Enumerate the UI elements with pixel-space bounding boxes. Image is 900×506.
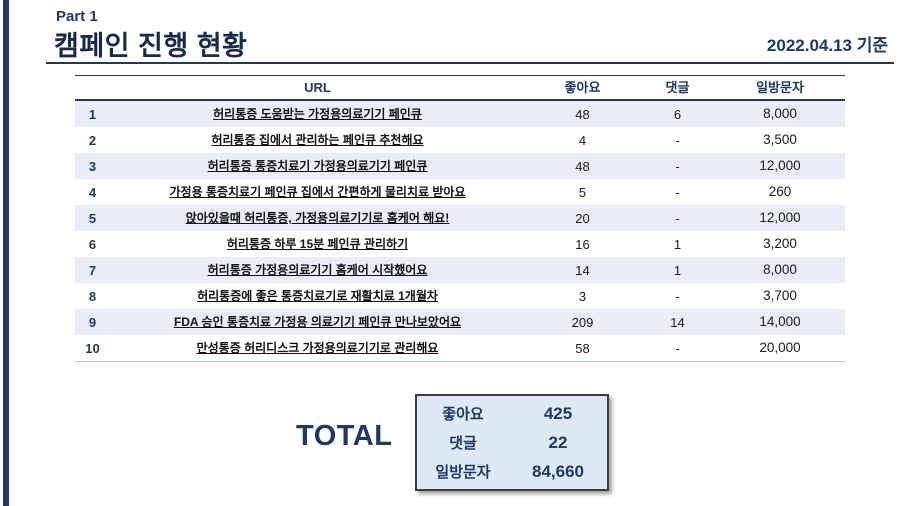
row-visitors: 12,000 bbox=[759, 210, 801, 226]
row-url-link: 허리통증 하루 15분 페인큐 관리하기 bbox=[110, 236, 525, 252]
row-likes: 209 bbox=[571, 314, 594, 330]
row-url-link: 허리통증 통증치료기 가정용의료기기 페인큐 bbox=[110, 158, 525, 174]
total-row-comments: 댓글 22 bbox=[417, 432, 607, 453]
row-likes: 3 bbox=[578, 288, 587, 304]
url-link[interactable]: 허리통증에 좋은 통증치료기로 재활치료 1개월차 bbox=[197, 289, 438, 303]
row-likes: 4 bbox=[578, 132, 587, 148]
row-visitors: 3,500 bbox=[763, 132, 797, 148]
row-number: 6 bbox=[88, 236, 97, 252]
row-visitors: 14,000 bbox=[759, 314, 801, 330]
row-number: 9 bbox=[88, 314, 97, 330]
row-url-link: 허리통증 도움받는 가정용의료기기 페인큐 bbox=[110, 106, 525, 122]
row-visitors: 12,000 bbox=[759, 158, 801, 174]
row-number: 2 bbox=[88, 132, 97, 148]
table-header-row: URL 좋아요 댓글 일방문자 bbox=[75, 75, 845, 101]
col-header-comments: 댓글 bbox=[665, 80, 690, 95]
url-link[interactable]: FDA 승인 통증치료 가정용 의료기기 페인큐 만나보았어요 bbox=[173, 315, 462, 329]
row-likes: 14 bbox=[575, 262, 590, 278]
row-url-link: 만성통증 허리디스크 가정용의료기기로 관리해요 bbox=[110, 340, 525, 356]
row-number: 3 bbox=[88, 158, 97, 174]
total-comments-value: 22 bbox=[548, 432, 568, 452]
table-row: 3 허리통증 통증치료기 가정용의료기기 페인큐 48 - 12,000 bbox=[75, 153, 845, 179]
url-link[interactable]: 허리통증 도움받는 가정용의료기기 페인큐 bbox=[213, 107, 422, 121]
url-link[interactable]: 만성통증 허리디스크 가정용의료기기로 관리해요 bbox=[196, 341, 439, 355]
table-row: 1 허리통증 도움받는 가정용의료기기 페인큐 48 6 8,000 bbox=[75, 101, 845, 127]
table-row: 10 만성통증 허리디스크 가정용의료기기로 관리해요 58 - 20,000 bbox=[75, 335, 845, 361]
col-header-visitors: 일방문자 bbox=[756, 80, 804, 95]
row-comments: 6 bbox=[673, 106, 682, 122]
table-row: 4 가정용 통증치료기 페인큐 집에서 간편하게 물리치료 받아요 5 - 26… bbox=[75, 179, 845, 205]
url-link[interactable]: 허리통증 집에서 관리하는 페인큐 추천해요 bbox=[211, 133, 424, 147]
url-link[interactable]: 허리통증 가정용의료기기 홈케어 시작했어요 bbox=[207, 263, 428, 277]
row-comments: - bbox=[675, 340, 680, 356]
row-url-link: 허리통증 집에서 관리하는 페인큐 추천해요 bbox=[110, 132, 525, 148]
row-url-link: FDA 승인 통증치료 가정용 의료기기 페인큐 만나보았어요 bbox=[110, 314, 525, 330]
table-row: 8 허리통증에 좋은 통증치료기로 재활치료 1개월차 3 - 3,700 bbox=[75, 283, 845, 309]
total-summary-box: 좋아요 425 댓글 22 일방문자 84,660 bbox=[415, 394, 609, 491]
table-row: 7 허리통증 가정용의료기기 홈케어 시작했어요 14 1 8,000 bbox=[75, 257, 845, 283]
table-row: 5 앉아있을때 허리통증, 가정용의료기기로 홈케어 해요! 20 - 12,0… bbox=[75, 205, 845, 231]
col-header-likes: 좋아요 bbox=[564, 80, 601, 95]
row-number: 8 bbox=[88, 288, 97, 304]
row-visitors: 260 bbox=[768, 184, 792, 200]
table-row: 9 FDA 승인 통증치료 가정용 의료기기 페인큐 만나보았어요 209 14… bbox=[75, 309, 845, 335]
page-title: 캠페인 진행 현황 bbox=[54, 31, 248, 61]
url-link[interactable]: 허리통증 통증치료기 가정용의료기기 페인큐 bbox=[207, 159, 428, 173]
row-visitors: 3,200 bbox=[763, 236, 797, 252]
row-likes: 48 bbox=[575, 158, 590, 174]
row-comments: - bbox=[675, 184, 680, 200]
row-likes: 58 bbox=[575, 340, 590, 356]
row-visitors: 8,000 bbox=[763, 106, 797, 122]
col-header-url: URL bbox=[304, 80, 331, 95]
total-row-visitors: 일방문자 84,660 bbox=[417, 461, 607, 482]
total-row-likes: 좋아요 425 bbox=[417, 403, 607, 424]
total-likes-label: 좋아요 bbox=[442, 406, 484, 423]
row-number: 5 bbox=[88, 210, 97, 226]
url-link[interactable]: 가정용 통증치료기 페인큐 집에서 간편하게 물리치료 받아요 bbox=[169, 185, 466, 199]
total-visitors-label: 일방문자 bbox=[435, 464, 491, 481]
table-row: 2 허리통증 집에서 관리하는 페인큐 추천해요 4 - 3,500 bbox=[75, 127, 845, 153]
row-number: 7 bbox=[88, 262, 97, 278]
table-row: 6 허리통증 하루 15분 페인큐 관리하기 16 1 3,200 bbox=[75, 231, 845, 257]
row-comments: 14 bbox=[670, 314, 685, 330]
row-url-link: 허리통증 가정용의료기기 홈케어 시작했어요 bbox=[110, 262, 525, 278]
date-note: 2022.04.13 기준 bbox=[766, 36, 888, 55]
row-comments: - bbox=[675, 158, 680, 174]
row-likes: 5 bbox=[578, 184, 587, 200]
row-visitors: 3,700 bbox=[763, 288, 797, 304]
row-url-link: 가정용 통증치료기 페인큐 집에서 간편하게 물리치료 받아요 bbox=[110, 184, 525, 200]
row-number: 1 bbox=[88, 106, 97, 122]
row-number: 10 bbox=[85, 340, 100, 356]
row-visitors: 8,000 bbox=[763, 262, 797, 278]
row-likes: 20 bbox=[575, 210, 590, 226]
total-comments-label: 댓글 bbox=[449, 435, 477, 452]
row-likes: 16 bbox=[575, 236, 590, 252]
row-url-link: 허리통증에 좋은 통증치료기로 재활치료 1개월차 bbox=[110, 288, 525, 304]
row-comments: - bbox=[675, 210, 680, 226]
part-label: Part 1 bbox=[56, 8, 98, 25]
row-number: 4 bbox=[88, 184, 97, 200]
left-accent-bar bbox=[3, 0, 9, 506]
total-label: TOTAL bbox=[296, 420, 393, 452]
row-visitors: 20,000 bbox=[759, 340, 801, 356]
url-link[interactable]: 앉아있을때 허리통증, 가정용의료기기로 홈케어 해요! bbox=[185, 211, 450, 225]
table-body: 1 허리통증 도움받는 가정용의료기기 페인큐 48 6 8,000 2 허리통… bbox=[75, 101, 845, 362]
title-divider bbox=[46, 62, 894, 64]
total-likes-value: 425 bbox=[543, 403, 573, 423]
row-url-link: 앉아있을때 허리통증, 가정용의료기기로 홈케어 해요! bbox=[110, 210, 525, 226]
row-likes: 48 bbox=[575, 106, 590, 122]
row-comments: 1 bbox=[673, 236, 682, 252]
row-comments: - bbox=[675, 288, 680, 304]
url-link[interactable]: 허리통증 하루 15분 페인큐 관리하기 bbox=[226, 237, 409, 251]
row-comments: - bbox=[675, 132, 680, 148]
row-comments: 1 bbox=[673, 262, 682, 278]
campaign-table: URL 좋아요 댓글 일방문자 1 허리통증 도움받는 가정용의료기기 페인큐 … bbox=[75, 75, 845, 362]
total-visitors-value: 84,660 bbox=[532, 461, 584, 481]
